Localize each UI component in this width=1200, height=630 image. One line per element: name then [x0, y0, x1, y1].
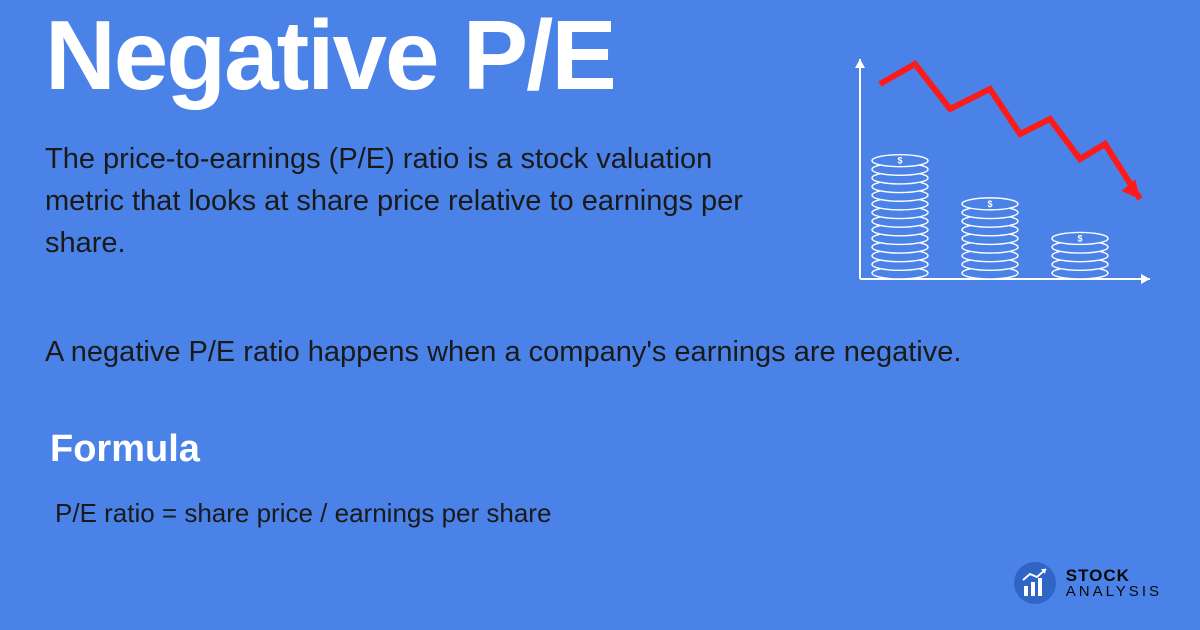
- svg-text:$: $: [897, 156, 902, 166]
- svg-text:$: $: [987, 199, 992, 209]
- logo-mark-icon: [1014, 562, 1056, 604]
- description-paragraph-1: The price-to-earnings (P/E) ratio is a s…: [45, 138, 765, 264]
- declining-coins-chart-icon: $ $ $: [840, 44, 1160, 294]
- svg-text:$: $: [1077, 233, 1082, 243]
- logo-text-line1: STOCK: [1066, 567, 1162, 584]
- logo-text-line2: ANALYSIS: [1066, 584, 1162, 599]
- page-title: Negative P/E: [45, 6, 615, 104]
- description-paragraph-2: A negative P/E ratio happens when a comp…: [45, 332, 961, 373]
- stock-analysis-logo: STOCK ANALYSIS: [1014, 562, 1162, 604]
- formula-heading: Formula: [50, 428, 200, 471]
- logo-text: STOCK ANALYSIS: [1066, 567, 1162, 599]
- formula-body: P/E ratio = share price / earnings per s…: [55, 498, 551, 529]
